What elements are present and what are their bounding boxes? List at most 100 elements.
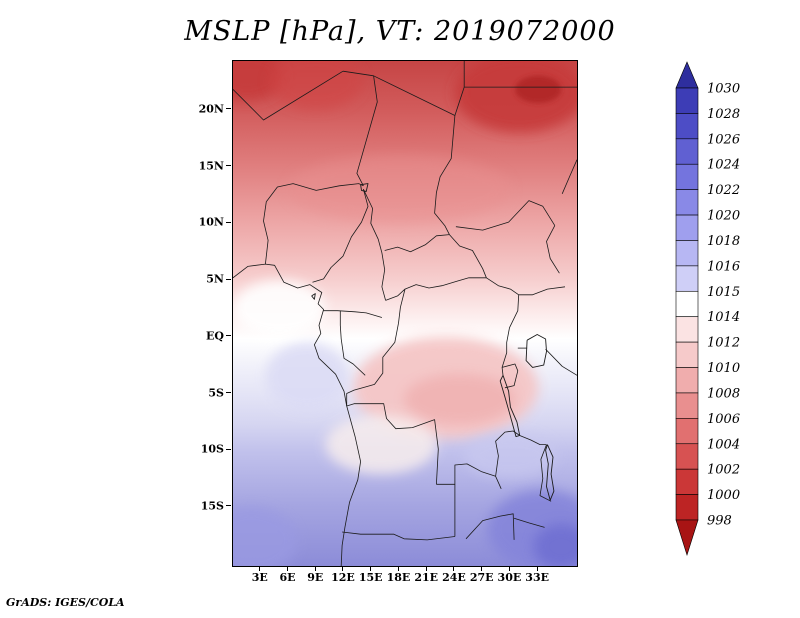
colorbar-label: 1028 [707,107,740,122]
colorbar-label: 1030 [707,82,740,97]
colorbar-segment [675,494,699,521]
pressure-patch [533,524,577,566]
border-malawi-zambia [539,444,552,502]
bioko-island [311,293,316,300]
y-tick-mark [226,505,231,507]
pressure-field-map [232,60,578,567]
border-chad-sudan [434,115,456,235]
y-tick-label: 5S [208,386,224,399]
lake-tanganyika [499,375,521,438]
border-atlantic-coastline [233,263,361,566]
y-tick-mark [226,165,231,167]
border-ethiopia-south-sudan [546,225,560,274]
border-mozambique-zimbabwe [513,517,545,528]
colorbar-segment [675,367,699,394]
y-tick-mark [226,335,231,337]
colorbar-label: 1006 [707,412,740,427]
x-tick-label: 15E [358,571,383,584]
border-libya-egypt-sudan [454,61,465,116]
border-sudan-eritrea [561,159,577,194]
y-tick-mark [226,221,231,223]
colorbar-label: 1020 [707,209,740,224]
x-tick-label: 27E [469,571,494,584]
border-benin-nigeria [263,201,269,265]
colorbar: 1030 1028 1026 1024 1022 1020 1018 1016 1015 1014… [675,61,740,557]
border-zambia-zimbabwe [465,513,515,540]
colorbar-segment [675,87,699,114]
colorbar-label: 1010 [707,361,740,376]
border-angola-namibia [342,531,455,541]
y-tick-label: 15S [200,499,224,513]
pressure-patch [464,433,557,479]
border-tanzania-zambia [519,435,547,445]
lake-chad [360,183,369,192]
x-tick-label: 18E [386,571,411,584]
colorbar-arrow-top [675,61,699,89]
lake-victoria [525,334,547,368]
map-plot: 20N 15N 10N 5N EQ 5S 10S 15S 3E 6E 9E 12E 15E 18E 21E… [199,60,578,584]
border-cameroon-gabon [323,310,383,318]
colorbar-label: 1015 [707,285,740,300]
x-tick-label: 3E [251,571,268,584]
border-congo-drc-river [346,289,406,406]
y-tick-label: 10N [198,215,224,229]
y-tick-label: 20N [198,102,224,116]
colorbar-segment [675,240,699,267]
colorbar-label: 1004 [707,437,740,452]
colorbar-segment [675,163,699,190]
y-tick-label: 15N [198,159,224,173]
x-tick-label: 12E [331,571,355,584]
border-nigeria-cameroon [312,189,369,283]
colorbar-segment [675,341,699,368]
colorbar-label: 1012 [707,336,740,351]
y-tick-label: 10S [200,442,224,456]
colorbar-segment [675,214,699,241]
border-drc-zambia [454,463,502,489]
pressure-patch [404,374,516,425]
colorbar-segment [675,290,699,317]
colorbar-label: 1014 [707,310,740,325]
grads-attribution: GrADS: IGES/COLA [6,596,125,609]
y-tick-mark [226,392,231,393]
pressure-patch [515,75,562,103]
colorbar-label: 1016 [707,259,740,274]
x-tick-label: 24E [442,571,466,584]
border-sudan-south-sudan [455,200,556,231]
x-tick-label: 9E [307,571,324,584]
colorbar-segment [675,113,699,140]
x-tick-label: 33E [525,571,550,584]
y-tick-mark [226,448,231,450]
border-kenya-tanzania [545,348,577,376]
x-tick-label: 21E [414,571,439,584]
pressure-patch [325,415,437,475]
border-chad-cameroon-car [363,189,386,301]
pressure-patch [265,342,349,411]
pressure-patch [288,155,511,224]
colorbar-label: 998 [707,514,732,529]
colorbar-label: 1018 [707,234,740,249]
border-car-south-sudan [449,234,487,278]
colorbar-segment [675,316,699,343]
colorbar-arrow-bottom [675,519,699,557]
pressure-patch [233,61,284,101]
x-tick-label: 30E [497,571,522,584]
colorbar-segment [675,392,699,419]
colorbar-segment [675,468,699,495]
border-niger-chad [356,75,378,186]
pressure-patch [233,507,298,566]
y-tick-mark [226,278,231,280]
colorbar-label: 1024 [707,158,740,173]
border-drc-uganda-rift [486,277,520,376]
colorbar-segment [675,418,699,445]
colorbar-label: 1008 [707,386,740,401]
border-south-sudan-uganda [518,286,566,296]
border-car-drc [385,277,487,301]
colorbar-label: 1002 [707,463,740,478]
colorbar-segment [675,138,699,165]
y-tick-mark [226,108,231,110]
border-algeria-mali-niger [233,70,344,121]
colorbar-label: 1000 [707,488,740,503]
border-niger-nigeria [265,183,364,202]
border-gabon-congo [339,310,366,376]
